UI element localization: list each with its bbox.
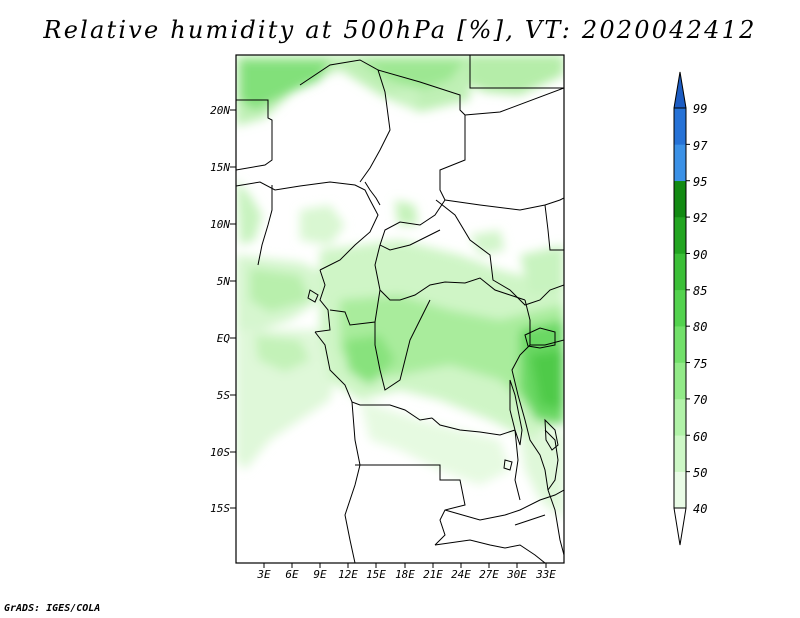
lat-axis	[230, 109, 236, 509]
colorbar-segment	[674, 253, 686, 291]
colorbar-label: 70	[693, 393, 707, 407]
colorbar-segment	[674, 217, 686, 254]
lat-label: 10S	[210, 446, 230, 459]
lon-label: 27E	[479, 568, 499, 581]
country-borders	[236, 55, 564, 563]
colorbar-top-arrow	[673, 71, 687, 109]
lon-label: 3E	[256, 568, 271, 581]
lat-label: 10N	[210, 218, 230, 231]
colorbar-label: 50	[693, 466, 707, 480]
colorbar-label: 60	[693, 430, 707, 444]
lat-label: 5S	[217, 389, 231, 402]
colorbar-bottom-arrow	[673, 507, 687, 546]
lon-label: 18E	[395, 568, 415, 581]
lon-label: 6E	[285, 568, 299, 581]
lat-label: EQ	[217, 332, 231, 345]
colorbar-segment	[674, 471, 686, 509]
lon-label: 21E	[423, 568, 443, 581]
chart-title: Relative humidity at 500hPa [%], VT: 202…	[43, 16, 757, 44]
lat-label: 20N	[210, 104, 230, 117]
colorbar-segment	[674, 289, 686, 327]
lon-label: 15E	[366, 568, 386, 581]
colorbar-segment	[674, 326, 686, 363]
footer-credit: GrADS: IGES/COLA	[4, 603, 101, 614]
lon-label: 24E	[451, 568, 471, 581]
colorbar-segment	[674, 362, 686, 400]
colorbar-label: 75	[693, 357, 707, 371]
lat-label: 15N	[210, 161, 230, 174]
colorbar-label: 85	[693, 284, 707, 298]
colorbar-label: 99	[693, 102, 707, 116]
colorbar-segment	[674, 180, 686, 218]
lat-label: 15S	[210, 502, 230, 515]
colorbar-segment	[674, 398, 686, 436]
colorbar-frame	[673, 107, 687, 509]
lat-label: 5N	[217, 275, 231, 288]
colorbar-segment	[674, 144, 686, 182]
colorbar-segment	[674, 108, 686, 145]
colorbar-label: 92	[693, 211, 707, 225]
lon-axis	[263, 563, 547, 568]
colorbar-label: 90	[693, 248, 707, 262]
colorbar: 99 97 95 92 90 85 80 75 70 60 50 40	[673, 71, 708, 546]
lon-label: 33E	[535, 568, 556, 581]
lon-label: 9E	[313, 568, 327, 581]
colorbar-label: 95	[693, 175, 707, 189]
humidity-field	[236, 55, 564, 520]
colorbar-label: 80	[693, 320, 707, 334]
lon-label: 12E	[338, 568, 358, 581]
colorbar-label: 40	[693, 502, 707, 516]
colorbar-segment	[674, 435, 686, 472]
colorbar-label: 97	[693, 139, 708, 153]
lon-label: 30E	[506, 568, 527, 581]
map-frame	[235, 54, 565, 564]
